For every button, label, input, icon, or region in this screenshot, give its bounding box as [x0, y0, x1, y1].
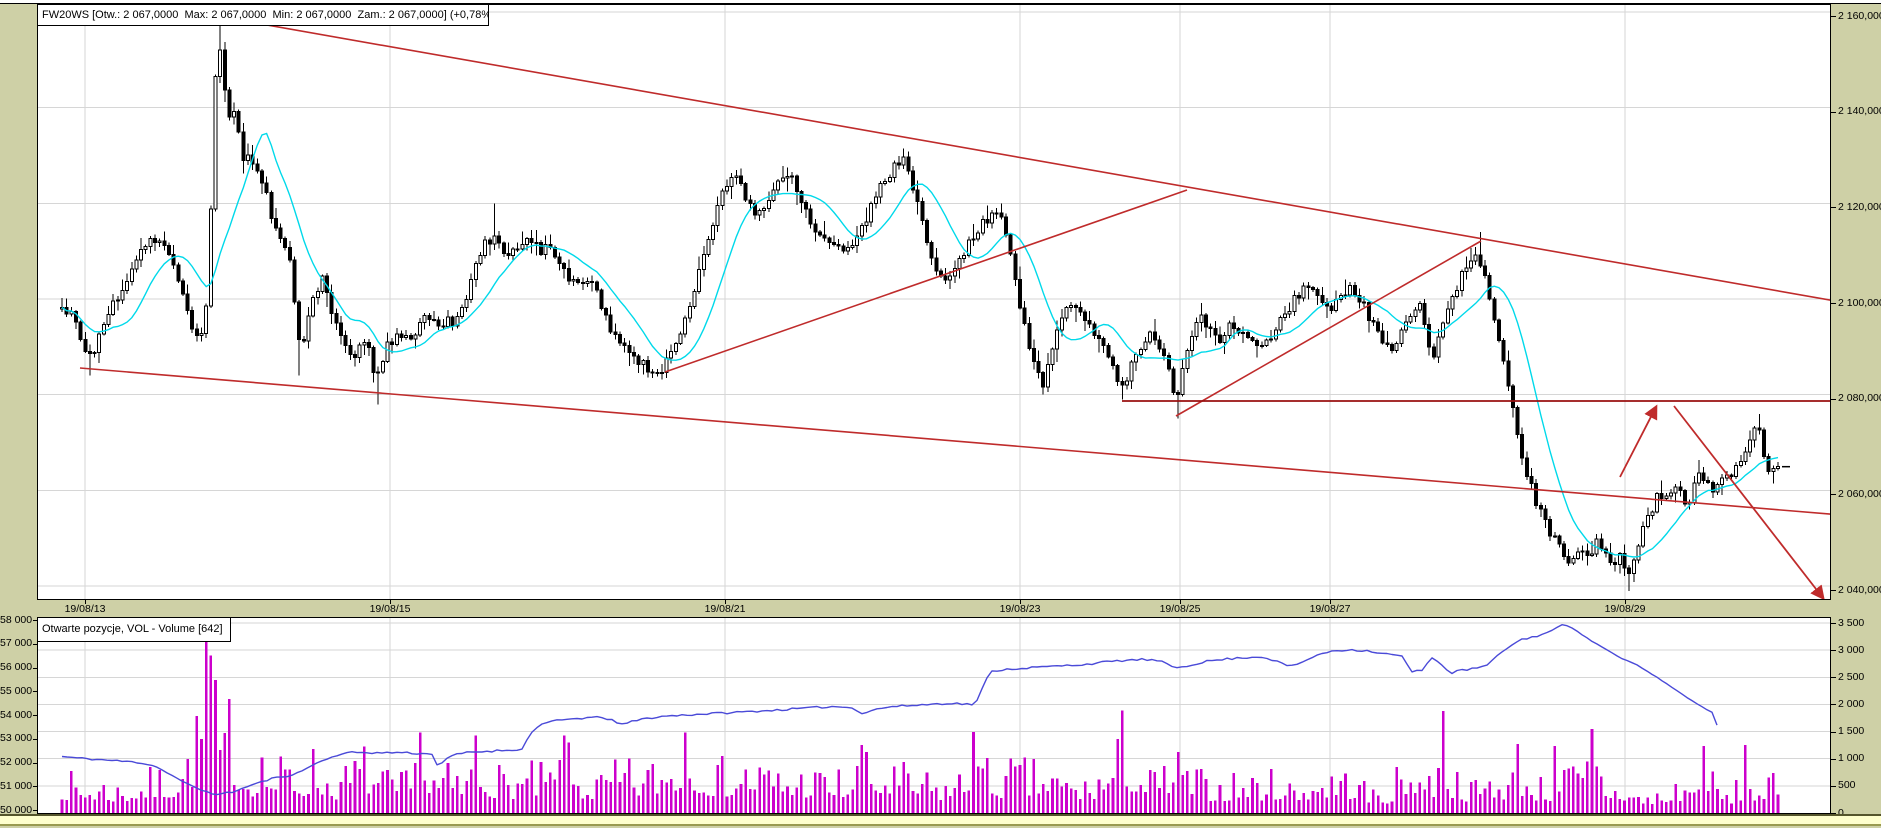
volume-panel-header: Otwarte pozycje, VOL - Volume [642] [38, 618, 231, 642]
open-interest-axis-label: 57 000 [0, 637, 33, 650]
instrument-header: FW20WS [Otw.: 2 067,0000 Max: 2 067,0000… [38, 5, 489, 26]
volume-axis-label: 500 [1838, 779, 1856, 792]
open-interest-axis-label: 51 000 [0, 779, 33, 792]
date-axis-tick [1020, 600, 1021, 604]
date-axis-label: 19/08/13 [64, 603, 106, 615]
volume-axis-label: 2 500 [1838, 670, 1865, 683]
volume-axis-label: 3 500 [1838, 616, 1865, 629]
instrument-title: FW20WS [Otw.: 2 067,0000 Max: 2 067,0000… [42, 9, 489, 21]
volume-axis-tick [1831, 731, 1836, 733]
volume-axis-label: 3 000 [1838, 643, 1865, 656]
volume-axis-tick [1831, 785, 1836, 787]
volume-axis-label: 1 500 [1838, 725, 1865, 738]
volume-chart[interactable] [37, 617, 1831, 814]
date-axis-tick [85, 600, 86, 604]
date-axis-tick [725, 600, 726, 604]
volume-axis-label: 1 000 [1838, 752, 1865, 765]
date-axis-label: 19/08/29 [1604, 603, 1646, 615]
window-top-edge [0, 0, 1881, 4]
price-axis-tick [1831, 16, 1836, 17]
volume-axis-tick [1831, 623, 1836, 624]
volume-axis-label: 2 000 [1838, 697, 1865, 710]
date-axis-tick [1180, 600, 1181, 604]
price-axis-tick [1831, 398, 1836, 400]
price-axis-label: 2 160,0000 [1838, 9, 1881, 22]
date-axis-label: 19/08/23 [999, 603, 1041, 615]
open-interest-axis-tick [33, 786, 37, 788]
open-interest-axis-tick [33, 620, 37, 621]
volume-axis-tick [1831, 758, 1836, 760]
volume-panel-title: Otwarte pozycje, VOL - Volume [642] [42, 623, 223, 635]
open-interest-axis-tick [33, 738, 37, 740]
date-axis-label: 19/08/27 [1309, 603, 1351, 615]
window-bottom-edge [0, 814, 1881, 816]
volume-axis-tick [1831, 650, 1836, 652]
price-axis-tick [1831, 303, 1836, 305]
open-interest-axis-label: 54 000 [0, 708, 33, 721]
open-interest-axis-tick [33, 810, 37, 811]
date-axis-label: 19/08/21 [704, 603, 746, 615]
window-bottom-strip-shadow [0, 824, 1881, 826]
open-interest-axis-label: 55 000 [0, 684, 33, 697]
price-axis-tick [1831, 590, 1836, 592]
open-interest-axis-label: 58 000 [0, 613, 33, 626]
date-axis-tick [1625, 600, 1626, 604]
volume-axis-tick [1831, 704, 1836, 706]
volume-axis-tick [1831, 677, 1836, 679]
open-interest-axis-tick [33, 643, 37, 645]
open-interest-axis-label: 53 000 [0, 732, 33, 745]
price-axis-label: 2 140,0000 [1838, 105, 1881, 118]
price-axis-label: 2 040,0000 [1838, 583, 1881, 596]
open-interest-axis-label: 50 000 [0, 803, 33, 816]
price-axis-label: 2 120,0000 [1838, 200, 1881, 213]
window-bottom-strip [0, 816, 1881, 824]
volume-axis-tick [1831, 813, 1836, 814]
open-interest-axis-tick [33, 715, 37, 716]
open-interest-axis-tick [33, 762, 37, 764]
date-axis-label: 19/08/25 [1159, 603, 1201, 615]
price-axis-label: 2 060,0000 [1838, 487, 1881, 500]
volume-axis-label: 0 [1838, 806, 1844, 819]
price-axis-tick [1831, 111, 1836, 113]
open-interest-axis-label: 52 000 [0, 756, 33, 768]
date-axis-tick [390, 600, 391, 604]
date-axis-label: 19/08/15 [369, 603, 411, 615]
open-interest-axis-label: 56 000 [0, 661, 33, 673]
open-interest-axis-tick [33, 667, 37, 669]
price-axis-tick [1831, 494, 1836, 496]
price-axis-label: 2 100,0000 [1838, 296, 1881, 309]
open-interest-axis-tick [33, 691, 37, 693]
price-chart[interactable] [37, 4, 1831, 600]
date-axis-tick [1330, 600, 1331, 604]
price-axis-tick [1831, 207, 1836, 209]
price-axis-label: 2 080,0000 [1838, 392, 1881, 405]
